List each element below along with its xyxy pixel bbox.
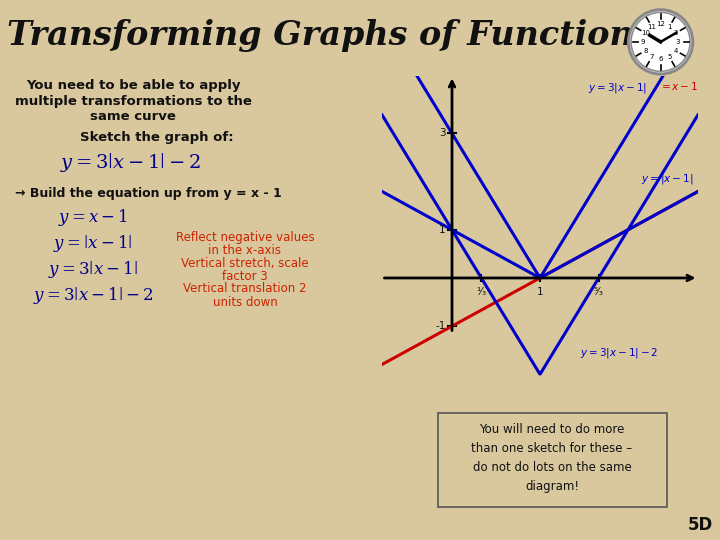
Text: 11: 11 [647, 24, 657, 30]
Text: 4: 4 [673, 48, 678, 53]
Text: $y=3|x-1|$: $y=3|x-1|$ [588, 80, 647, 94]
Text: ⁵⁄₃: ⁵⁄₃ [594, 287, 603, 296]
Text: same curve: same curve [90, 111, 176, 124]
Text: You will need to do more
than one sketch for these –
do not do lots on the same
: You will need to do more than one sketch… [472, 423, 633, 493]
Text: $y=3\left|x-1\right|$: $y=3\left|x-1\right|$ [48, 260, 138, 280]
Text: 1: 1 [536, 287, 544, 296]
Text: $y=|x-1|$: $y=|x-1|$ [642, 172, 693, 186]
FancyBboxPatch shape [438, 413, 667, 507]
Text: $y=3|x-1|-2$: $y=3|x-1|-2$ [580, 346, 658, 360]
Text: 10: 10 [641, 30, 650, 36]
Text: 1: 1 [439, 225, 446, 235]
Text: in the x-axis: in the x-axis [209, 245, 282, 258]
Text: $y=3\left|x-1\right|-2$: $y=3\left|x-1\right|-2$ [60, 152, 200, 174]
Text: → Build the equation up from y = x - 1: → Build the equation up from y = x - 1 [15, 186, 282, 199]
Text: 3: 3 [439, 129, 446, 138]
Text: $y=\left|x-1\right|$: $y=\left|x-1\right|$ [53, 233, 132, 254]
Text: Reflect negative values: Reflect negative values [176, 231, 315, 244]
Circle shape [631, 12, 690, 71]
Text: Sketch the graph of:: Sketch the graph of: [80, 131, 233, 144]
Text: You need to be able to apply: You need to be able to apply [26, 78, 240, 91]
Text: 9: 9 [641, 39, 645, 45]
Text: $y=x-1$: $y=x-1$ [58, 207, 128, 228]
Text: -1: -1 [436, 321, 446, 331]
Text: multiple transformations to the: multiple transformations to the [14, 94, 251, 107]
Text: Vertical translation 2: Vertical translation 2 [184, 282, 307, 295]
Text: 1: 1 [667, 24, 672, 30]
Text: 7: 7 [649, 54, 654, 60]
Text: 5D: 5D [688, 516, 713, 534]
Text: Transforming Graphs of Functions: Transforming Graphs of Functions [7, 18, 653, 51]
Text: Vertical stretch, scale: Vertical stretch, scale [181, 256, 309, 269]
Text: 6: 6 [658, 56, 663, 62]
Text: $= x-1$: $= x-1$ [659, 80, 698, 92]
Circle shape [629, 10, 693, 74]
Text: 12: 12 [656, 22, 665, 28]
Text: ¹⁄₃: ¹⁄₃ [476, 287, 487, 296]
Text: 3: 3 [676, 39, 680, 45]
Text: 2: 2 [673, 30, 678, 36]
Text: $y=3\left|x-1\right|-2$: $y=3\left|x-1\right|-2$ [32, 286, 153, 307]
Text: 5: 5 [667, 54, 672, 60]
Text: units down: units down [212, 296, 277, 309]
Text: factor 3: factor 3 [222, 271, 268, 284]
Text: 8: 8 [643, 48, 648, 53]
